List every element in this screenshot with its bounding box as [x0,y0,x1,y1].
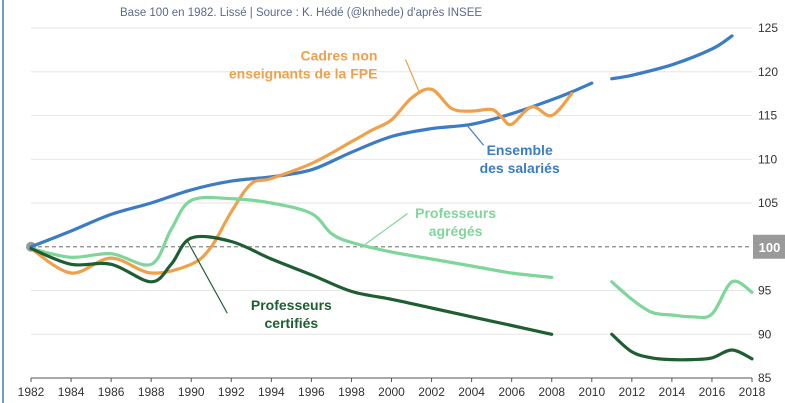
series-label-professeurs-certifies: Professeurs certifiés [251,297,332,331]
series-label-line: certifiés [265,315,319,331]
series-lines [29,34,754,362]
leader-line-ensemble-des-salaries [467,125,485,146]
x-tick-label: 2012 [618,385,645,399]
x-tick-label: 2002 [418,385,445,399]
y-tick-label: 105 [758,196,778,210]
y-tick-label: 90 [758,327,772,341]
y-tick-label: 115 [758,109,777,123]
x-tick-label: 2016 [699,385,726,399]
y-tick-label: 110 [758,152,777,166]
x-tick-label: 2010 [578,385,605,399]
x-tick-label: 1998 [338,385,365,399]
leader-line-professeurs-certifies [186,240,228,314]
y-axis: 85 90 95 105 110 115 120 125 100 [753,21,785,385]
series-label-line: Cadres non [300,47,377,63]
series-label-line: agrégés [429,223,483,239]
leader-line-professeurs-agreges [365,213,408,245]
baseline-badge-label: 100 [759,240,781,255]
x-tick-label: 2000 [378,385,405,399]
series-label-cadres-non-enseignants: Cadres non enseignants de la FPE [229,47,378,81]
series-label-line: des salariés [480,160,560,176]
x-tick-label: 2004 [458,385,485,399]
series-label-line: Professeurs [415,205,496,221]
y-tick-label: 95 [758,284,772,298]
x-tick-label: 2014 [659,385,686,399]
x-axis: 1982 1984 1986 1988 1990 1992 1994 1996 1998 2000… [2,0,766,403]
x-tick-label: 1990 [178,385,205,399]
x-tick-label: 1994 [258,385,285,399]
y-tick-label: 120 [758,65,778,79]
x-tick-label: 1988 [138,385,165,399]
x-tick-label: 1986 [98,385,125,399]
leader-line-cadres-non-enseignants [404,59,421,93]
series-label-line: Ensemble [487,142,553,158]
x-tick-label: 2006 [498,385,525,399]
series-line-professeurs-certifies-1 [29,234,554,336]
series-labels: Ensemble des salariés Cadres non enseignant… [186,47,560,331]
series-line-cadres-non-enseignants-1 [29,87,574,275]
y-tick-label: 125 [758,21,778,35]
series-line-professeurs-agreges-2 [610,279,754,320]
baseline-badge [753,234,785,259]
series-line-professeurs-agreges-1 [29,195,554,279]
chart-subtitle: Base 100 en 1982. Lissé | Source : K. Hé… [120,7,482,19]
series-line-professeurs-certifies-2 [610,332,754,362]
x-tick-label: 2018 [739,385,766,399]
x-tick-label: 1982 [18,385,45,399]
series-label-professeurs-agreges: Professeurs agrégés [415,205,496,239]
series-label-ensemble-des-salaries: Ensemble des salariés [480,142,560,176]
x-tick-label: 1984 [58,385,85,399]
x-tick-label: 1996 [298,385,325,399]
series-label-line: Professeurs [251,297,332,313]
series-label-line: enseignants de la FPE [229,65,378,81]
x-tick-label: 1992 [218,385,245,399]
x-tick-label: 2008 [538,385,565,399]
y-tick-label: 85 [758,371,772,385]
series-line-ensemble-des-salaries-2 [610,34,734,81]
